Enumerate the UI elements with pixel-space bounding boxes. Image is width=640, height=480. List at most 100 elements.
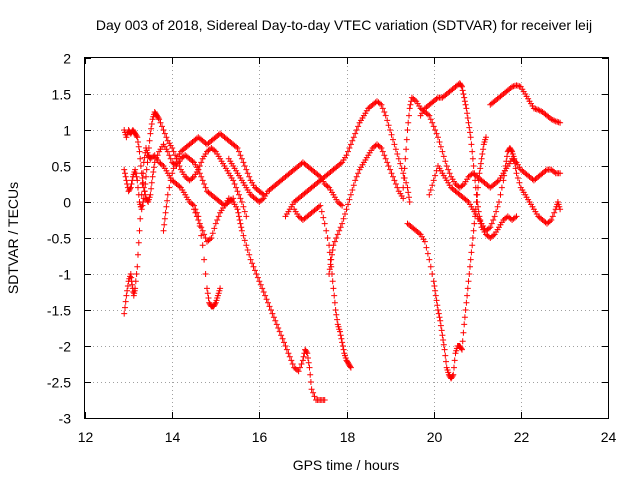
- data-point-pass-k: [426, 256, 433, 263]
- data-point-pass-c: [134, 177, 141, 184]
- data-point-pass-e: [276, 328, 283, 335]
- data-point-pass-k: [469, 242, 476, 249]
- data-point-pass-j: [406, 112, 412, 119]
- data-point-pass-m: [513, 170, 520, 177]
- data-point-pass-j: [436, 139, 443, 145]
- data-point-pass-e: [208, 235, 215, 241]
- data-point-pass-g: [355, 123, 362, 130]
- data-point-pass-g: [345, 148, 351, 155]
- data-point-pass-c: [175, 159, 181, 166]
- data-point-pass-d: [241, 163, 248, 169]
- data-point-pass-j: [446, 170, 453, 177]
- data-point-pass-i: [331, 238, 338, 245]
- y-tick-label: 0.5: [52, 159, 72, 175]
- data-point-pass-e: [321, 397, 328, 403]
- data-point-pass-e: [195, 217, 202, 223]
- data-point-pass-h: [337, 328, 343, 335]
- data-point-pass-e: [198, 224, 205, 231]
- data-point-pass-e: [283, 346, 290, 353]
- grid: [85, 58, 608, 418]
- data-point-pass-c: [129, 177, 136, 184]
- data-point-pass-a: [205, 295, 212, 301]
- data-point-pass-d: [236, 148, 242, 155]
- data-point-pass-e: [196, 220, 203, 227]
- data-point-pass-e: [306, 364, 313, 371]
- data-point-pass-d: [161, 215, 168, 222]
- data-point-pass-a: [198, 232, 205, 239]
- x-tick-label: 20: [427, 429, 443, 445]
- data-point-pass-j: [432, 127, 439, 133]
- data-point-pass-k: [435, 310, 442, 317]
- data-point-pass-i: [345, 201, 351, 208]
- data-point-pass-j: [400, 184, 407, 191]
- data-point-pass-c: [132, 170, 139, 177]
- data-point-pass-i: [390, 173, 396, 180]
- data-point-pass-l: [474, 199, 481, 205]
- data-point-pass-g: [388, 131, 395, 138]
- data-point-pass-b: [135, 139, 141, 145]
- data-point-pass-e: [308, 386, 315, 393]
- data-point-pass-k: [427, 263, 434, 270]
- data-point-pass-a: [137, 215, 144, 222]
- data-point-pass-c: [176, 163, 183, 169]
- data-point-pass-e: [304, 350, 311, 357]
- data-point-pass-a: [122, 304, 128, 311]
- y-tick-label: -3: [59, 411, 72, 427]
- data-point-pass-d: [238, 155, 245, 162]
- data-point-pass-n: [557, 119, 564, 126]
- data-point-pass-e: [237, 220, 244, 227]
- data-point-pass-m: [511, 155, 518, 162]
- data-point-pass-e: [240, 232, 247, 239]
- data-point-pass-m: [430, 177, 437, 184]
- data-point-pass-i: [329, 247, 336, 253]
- data-point-pass-k: [480, 146, 487, 153]
- data-point-pass-i: [347, 191, 354, 198]
- data-point-pass-a: [202, 271, 209, 277]
- data-point-pass-g: [382, 112, 389, 119]
- data-point-pass-e: [212, 220, 219, 227]
- data-point-pass-i: [400, 195, 407, 202]
- x-tick-label: 22: [514, 429, 530, 445]
- data-point-pass-l: [472, 177, 479, 184]
- data-point-pass-h: [333, 311, 340, 318]
- y-tick-label: -0.5: [47, 231, 71, 247]
- data-point-pass-c: [170, 148, 177, 155]
- data-point-pass-c: [141, 188, 148, 195]
- data-point-pass-i: [328, 256, 335, 263]
- data-point-pass-k: [424, 250, 431, 257]
- data-point-pass-a: [135, 251, 141, 258]
- data-point-pass-g: [406, 194, 412, 201]
- data-point-pass-m: [508, 147, 515, 154]
- data-point-pass-m: [488, 220, 495, 227]
- data-point-pass-i: [379, 148, 386, 155]
- data-point-pass-e: [260, 289, 267, 295]
- data-point-pass-g: [403, 179, 410, 186]
- data-point-pass-d: [160, 227, 167, 234]
- data-point-pass-j: [443, 163, 450, 169]
- data-point-pass-e: [266, 303, 273, 310]
- data-point-pass-k: [440, 337, 447, 343]
- data-point-pass-j: [494, 178, 501, 185]
- data-point-pass-l: [470, 163, 477, 169]
- data-point-pass-k: [423, 244, 430, 251]
- data-point-pass-k: [439, 332, 446, 339]
- data-point-pass-c: [143, 173, 149, 180]
- data-point-pass-i: [334, 231, 341, 238]
- data-point-pass-e: [238, 227, 245, 234]
- data-point-pass-i: [333, 235, 340, 241]
- data-point-pass-l: [471, 170, 478, 177]
- data-point-pass-c: [236, 191, 242, 198]
- data-point-pass-i: [385, 163, 392, 169]
- data-point-pass-h: [324, 235, 331, 241]
- data-point-pass-a: [133, 271, 140, 277]
- data-point-pass-j: [424, 111, 431, 118]
- data-point-pass-b: [150, 169, 157, 175]
- data-point-pass-c: [148, 125, 155, 132]
- data-point-pass-e: [250, 263, 257, 270]
- data-point-pass-k: [450, 371, 457, 378]
- data-point-pass-m: [500, 177, 507, 184]
- data-point-pass-e: [209, 230, 216, 237]
- data-point-pass-b: [133, 133, 140, 139]
- data-point-pass-g: [346, 145, 353, 151]
